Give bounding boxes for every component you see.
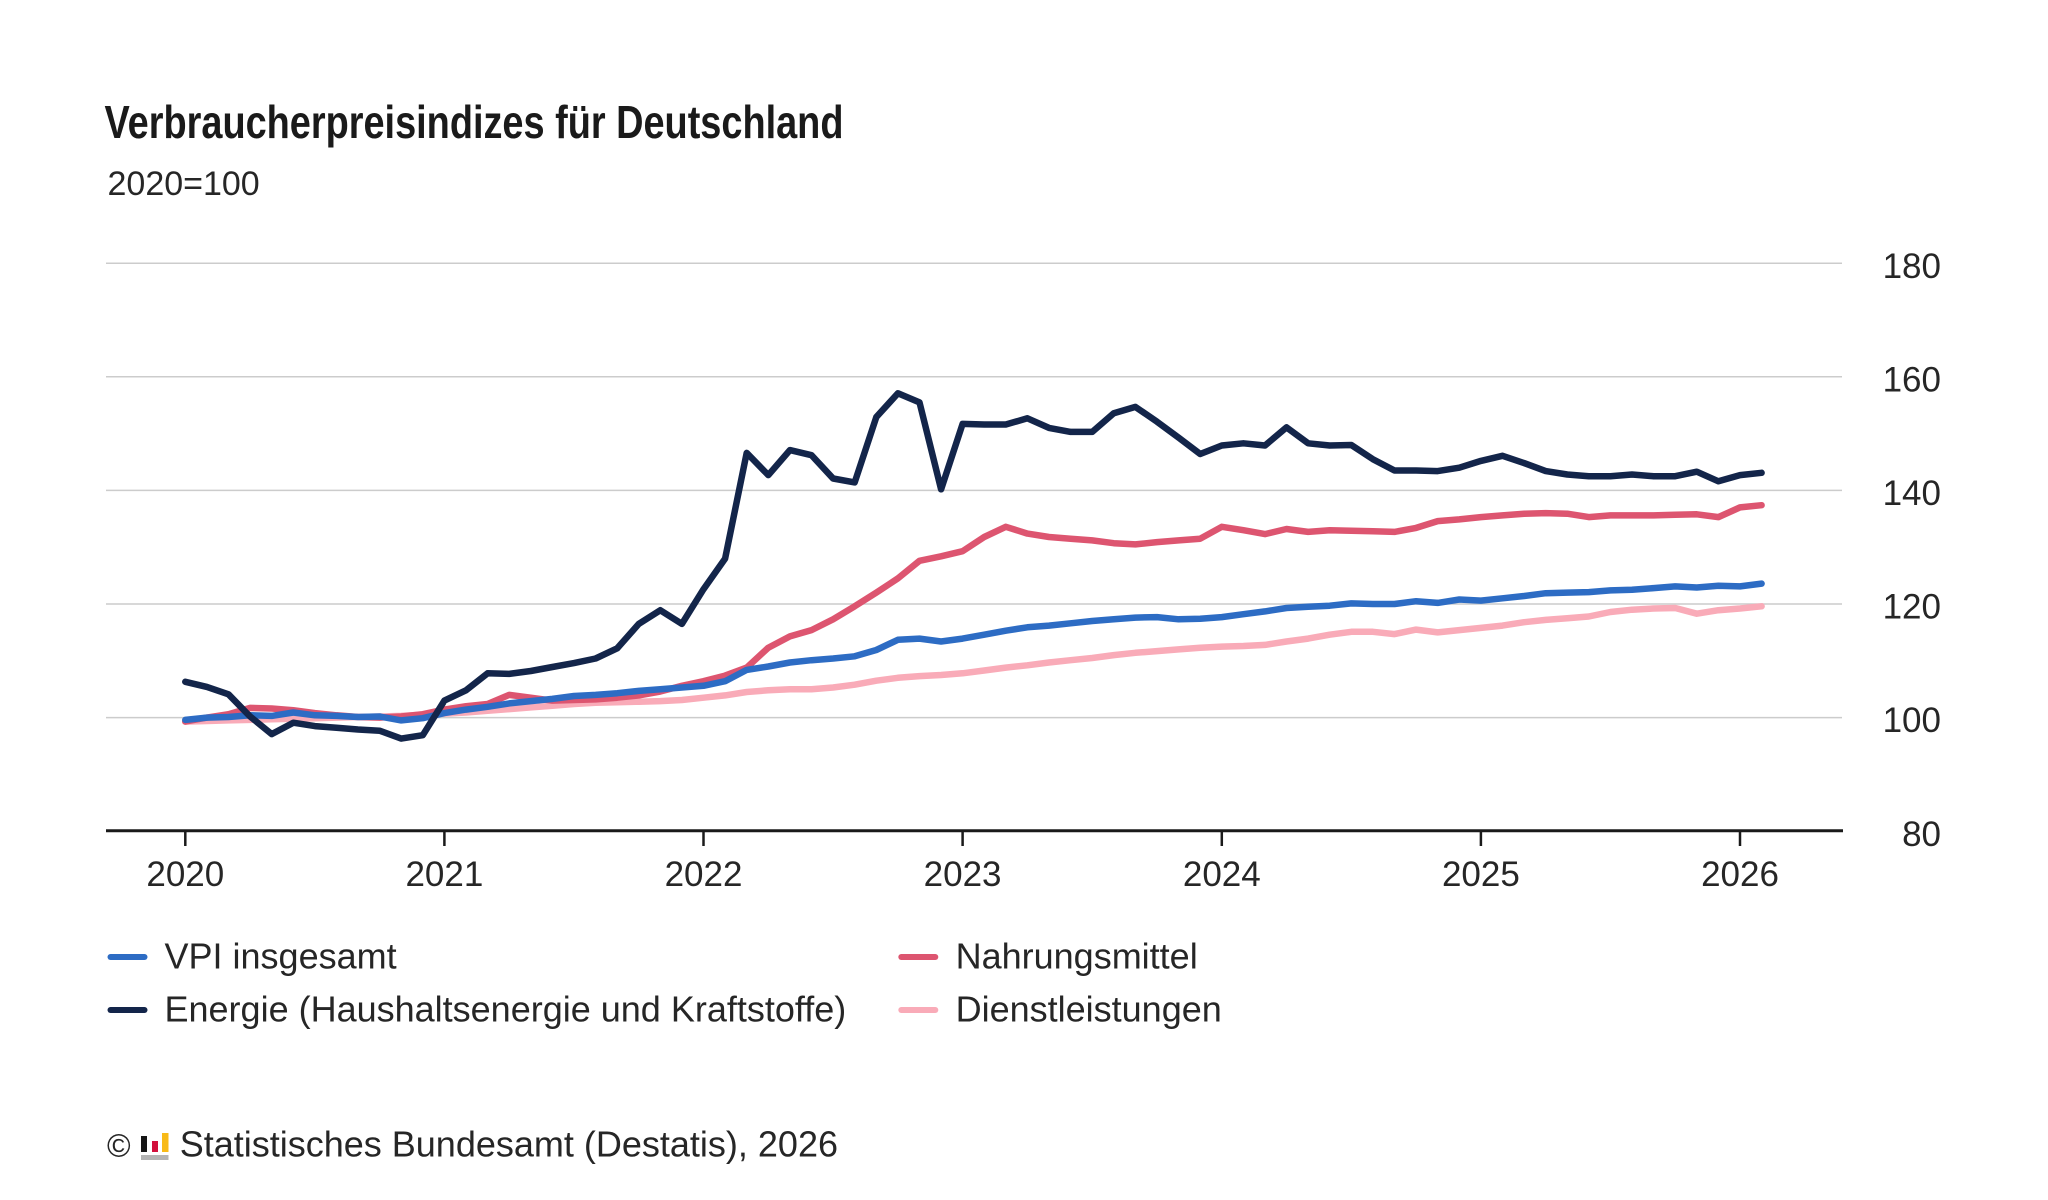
svg-text:80: 80	[1902, 815, 1941, 854]
svg-text:Nahrungsmittel: Nahrungsmittel	[956, 936, 1198, 977]
svg-text:2020: 2020	[146, 855, 224, 894]
svg-text:2023: 2023	[924, 855, 1002, 894]
svg-text:Energie (Haushaltsenergie und: Energie (Haushaltsenergie und Kraftstoff…	[165, 989, 847, 1030]
svg-text:160: 160	[1883, 360, 1941, 399]
svg-text:140: 140	[1883, 474, 1941, 513]
svg-text:Statistisches Bundesamt (Desta: Statistisches Bundesamt (Destatis), 2026	[180, 1123, 838, 1164]
svg-text:2024: 2024	[1183, 855, 1261, 894]
svg-text:2025: 2025	[1442, 855, 1520, 894]
svg-text:Verbraucherpreisindizes für De: Verbraucherpreisindizes für Deutschland	[105, 97, 844, 148]
svg-text:120: 120	[1883, 588, 1941, 627]
svg-text:2021: 2021	[405, 855, 483, 894]
svg-text:Dienstleistungen: Dienstleistungen	[956, 989, 1222, 1030]
svg-text:100: 100	[1883, 701, 1941, 740]
svg-text:180: 180	[1883, 247, 1941, 286]
svg-text:VPI insgesamt: VPI insgesamt	[165, 936, 397, 977]
svg-text:2022: 2022	[665, 855, 743, 894]
svg-text:2020=100: 2020=100	[108, 165, 260, 203]
svg-text:©: ©	[107, 1127, 131, 1163]
svg-text:2026: 2026	[1701, 855, 1779, 894]
